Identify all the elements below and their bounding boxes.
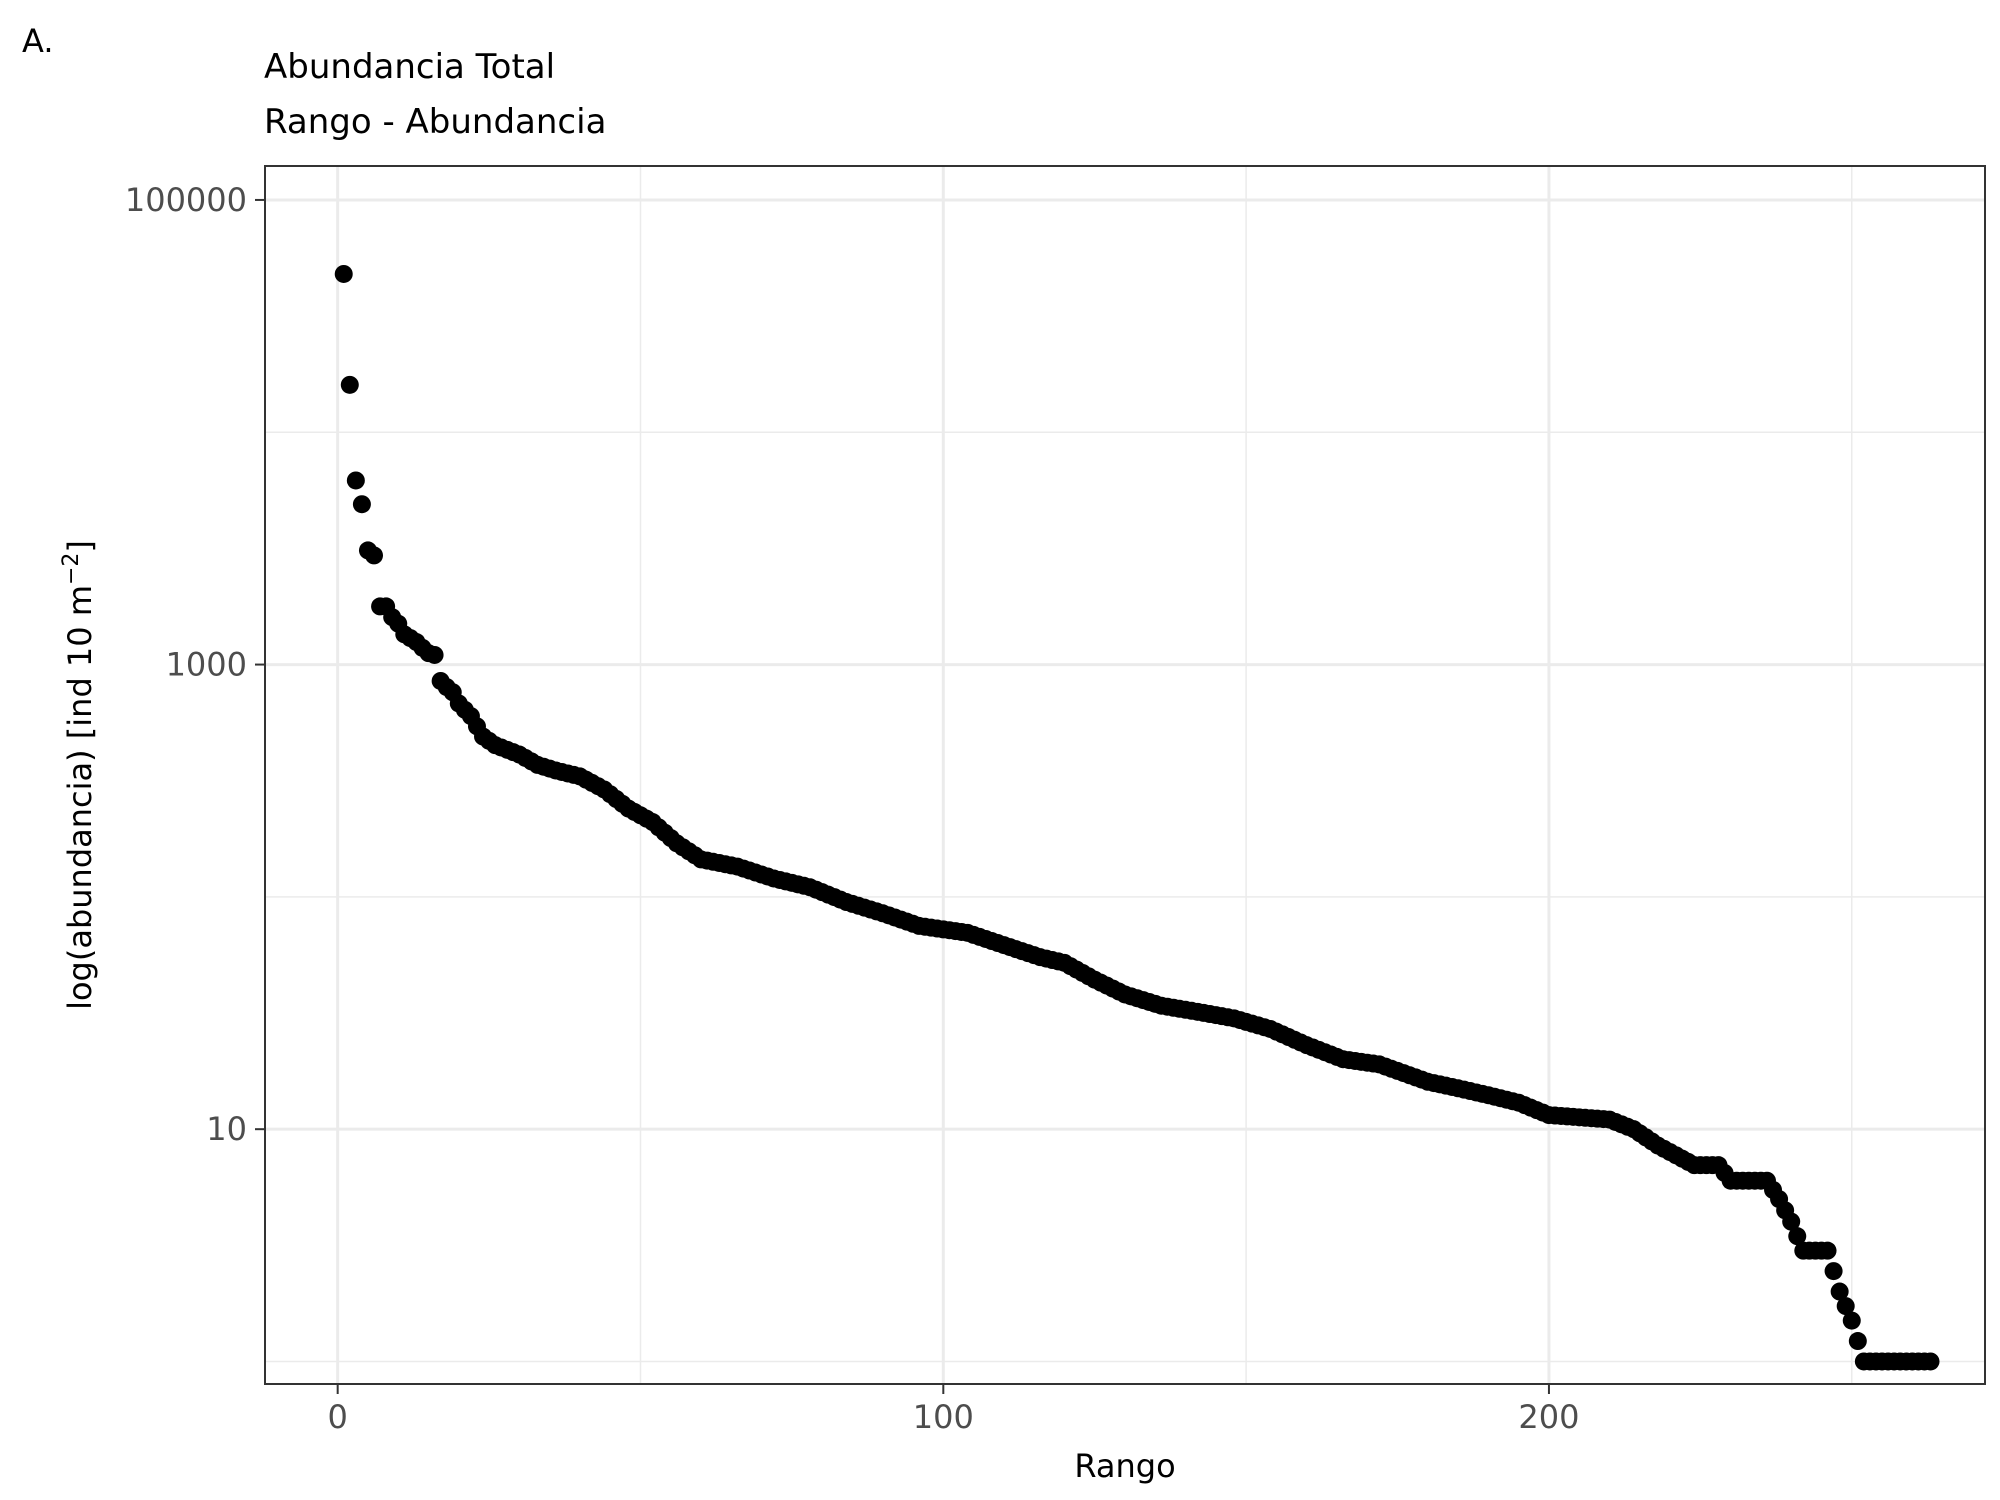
panel-label: A.: [22, 22, 54, 60]
y-tick-label: 10: [206, 1110, 247, 1148]
data-point: [1788, 1227, 1807, 1246]
y-axis-label-main: log(abundancia) [ind 10 m: [61, 585, 99, 1010]
y-axis-label-superscript: −2: [59, 553, 84, 585]
data-point: [1824, 1262, 1843, 1281]
y-tick-label: 1000: [166, 646, 247, 684]
axis-ticks: 0 100 200 10 1000 100000: [125, 181, 1580, 1436]
x-tick-label: 0: [327, 1398, 347, 1436]
y-tick-label: 100000: [125, 181, 247, 219]
data-point: [1848, 1332, 1867, 1351]
data-point: [1818, 1241, 1837, 1260]
x-axis-label: Rango: [1074, 1447, 1175, 1485]
data-point: [1836, 1297, 1855, 1316]
data-points: [334, 264, 1940, 1371]
data-point: [1921, 1352, 1940, 1371]
data-point: [346, 471, 365, 490]
plot-panel-border: [264, 165, 1986, 1385]
data-point: [425, 645, 444, 664]
chart-title: Abundancia Total: [264, 47, 555, 87]
data-point: [1830, 1282, 1849, 1301]
y-axis-label: log(abundancia) [ind 10 m−2]: [59, 540, 99, 1010]
chart-subtitle: Rango - Abundancia: [264, 102, 606, 142]
data-point: [1842, 1311, 1861, 1330]
x-tick-label: 100: [913, 1398, 974, 1436]
data-point: [1782, 1212, 1801, 1231]
data-point: [334, 264, 353, 283]
data-point: [340, 375, 359, 394]
data-point: [352, 495, 371, 514]
y-axis-label-close: ]: [61, 540, 99, 552]
grid-lines: [265, 166, 1985, 1384]
data-point: [365, 546, 384, 565]
x-tick-label: 200: [1518, 1398, 1579, 1436]
